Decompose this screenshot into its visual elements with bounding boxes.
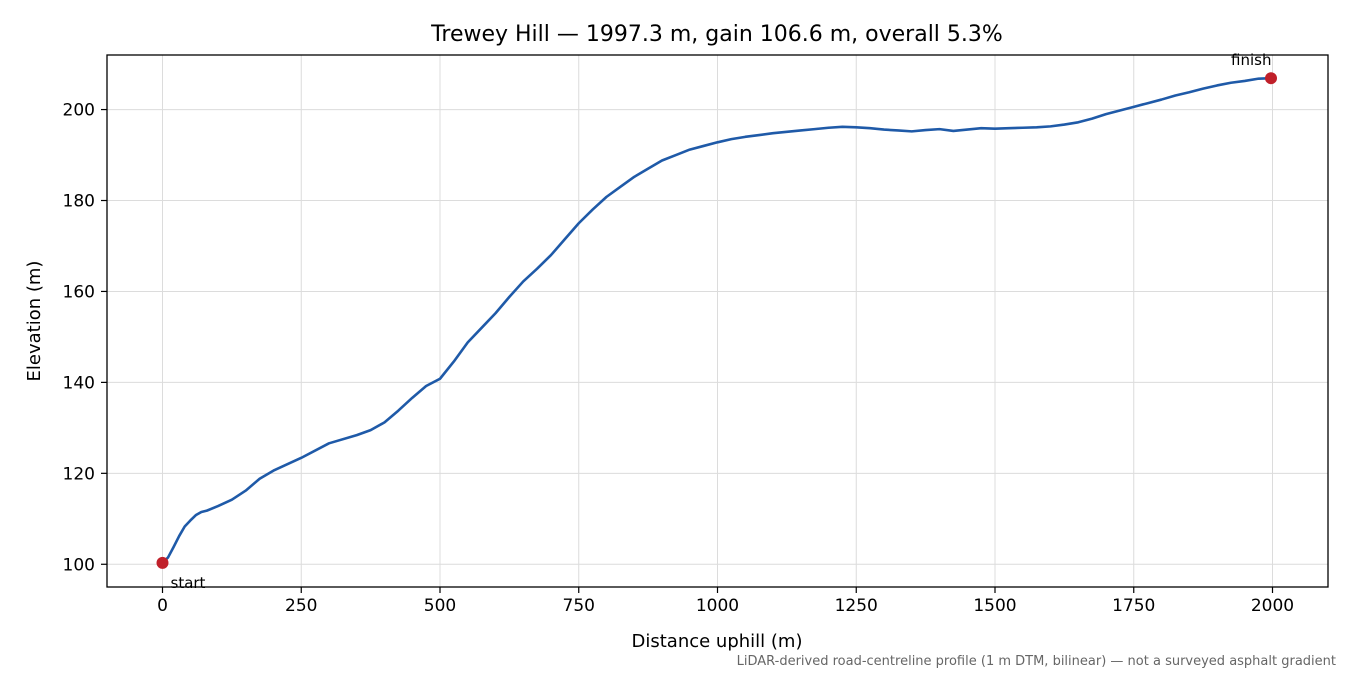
x-tick-label: 1750 — [1112, 596, 1155, 616]
finish-label: finish — [1231, 51, 1271, 69]
axis-ticks: 0 250 500 750 1000 1250 1500 1750 2000 100 120 140 1… — [63, 101, 1295, 616]
y-tick-label: 140 — [63, 373, 95, 393]
x-tick-label: 500 — [424, 596, 456, 616]
x-axis-label: Distance uphill (m) — [632, 631, 803, 652]
start-label: start — [171, 574, 206, 592]
x-tick-label: 750 — [563, 596, 595, 616]
x-tick-label: 2000 — [1251, 596, 1294, 616]
chart-footnote: LiDAR-derived road-centreline profile (1… — [737, 654, 1336, 669]
y-tick-label: 160 — [63, 282, 95, 302]
x-tick-label: 1250 — [835, 596, 878, 616]
annotations: start finish — [156, 51, 1278, 592]
x-tick-label: 1000 — [696, 596, 739, 616]
y-tick-label: 180 — [63, 192, 95, 212]
y-tick-label: 200 — [63, 101, 95, 121]
y-axis-label: Elevation (m) — [24, 261, 45, 382]
finish-marker — [1265, 72, 1278, 85]
elevation-profile-line — [161, 76, 1273, 565]
y-tick-label: 120 — [63, 464, 95, 484]
chart-title: Trewey Hill — 1997.3 m, gain 106.6 m, ov… — [430, 22, 1003, 47]
y-tick-label: 100 — [63, 555, 95, 575]
x-tick-label: 1500 — [973, 596, 1016, 616]
x-tick-label: 250 — [285, 596, 317, 616]
x-tick-label: 0 — [157, 596, 168, 616]
series-layer — [161, 76, 1273, 565]
grid — [107, 55, 1328, 587]
start-marker — [156, 556, 169, 569]
